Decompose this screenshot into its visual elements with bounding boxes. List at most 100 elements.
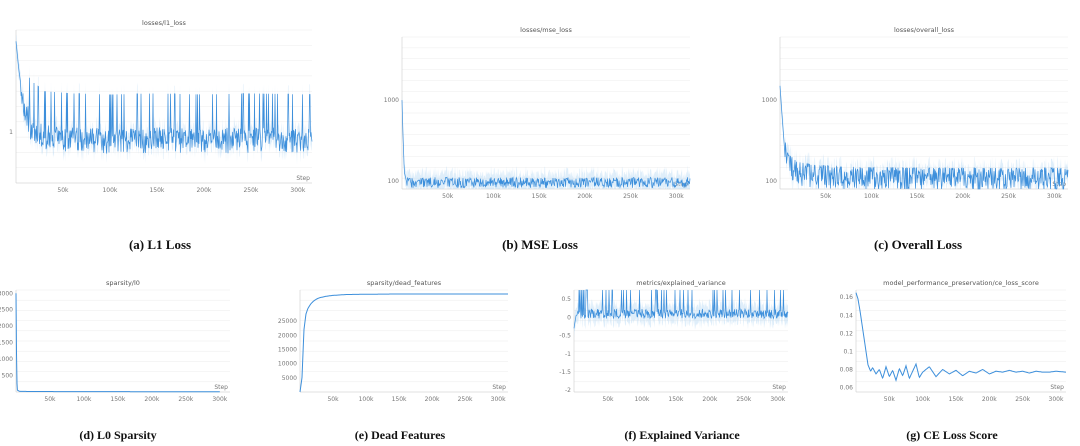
series-band (16, 35, 312, 165)
caption-b: (b) MSE Loss (502, 237, 578, 252)
x-tick-label: 150k (910, 193, 925, 200)
caption-e: (e) Dead Features (354, 428, 446, 442)
panel-ce-loss-score: model_performance_preservation/ce_loss_s… (834, 279, 1072, 410)
x-axis-label: Step (296, 175, 310, 182)
x-tick-label: 300k (1047, 193, 1062, 200)
caption-f: (f) Explained Variance (624, 428, 740, 442)
chart-ce-loss-score: model_performance_preservation/ce_loss_s… (840, 279, 1066, 403)
x-tick-label: 50k (820, 193, 832, 200)
caption-d: (d) L0 Sparsity (79, 428, 157, 442)
x-tick-label: 250k (736, 396, 751, 403)
x-tick-label: 50k (327, 396, 339, 403)
x-tick-label: 250k (178, 396, 193, 403)
x-tick-label: 150k (949, 396, 964, 403)
y-tick-label: 1000 (0, 356, 13, 363)
series-band (780, 79, 1068, 189)
y-tick-label: 1500 (0, 340, 13, 347)
x-tick-label: 150k (149, 187, 164, 194)
x-tick-label: 200k (955, 193, 970, 200)
chart-title: losses/l1_loss (142, 19, 186, 27)
x-tick-label: 300k (212, 396, 227, 403)
y-tick-label: 0.12 (840, 330, 854, 337)
y-tick-label: 1000 (384, 97, 399, 104)
chart-overall-loss: losses/overall_loss 100 1000 50k 100k 150k 200… (762, 26, 1069, 200)
chart-title: losses/mse_loss (520, 26, 572, 34)
x-tick-label: 300k (491, 396, 506, 403)
chart-title: metrics/explained_variance (636, 279, 725, 287)
series-line (15, 293, 220, 393)
x-tick-label: 200k (577, 193, 592, 200)
x-tick-label: 250k (1001, 193, 1016, 200)
x-tick-label: 200k (702, 396, 717, 403)
y-tick-label: 5000 (282, 375, 297, 382)
panel-l1-loss: losses/l1_loss 1 50k 100k 150k 200k 250k 300k St… (8, 14, 316, 199)
y-tick-label: 100 (388, 178, 400, 185)
panel-l0-sparsity: sparsity/l0 500 1000 1500 2000 2500 3000 50k 100… (0, 279, 238, 410)
y-tick-label: 1000 (762, 97, 777, 104)
y-tick-label: -1 (565, 351, 571, 358)
y-tick-label: 0.16 (840, 294, 854, 301)
x-tick-label: 100k (359, 396, 374, 403)
x-tick-label: 150k (110, 396, 125, 403)
y-tick-label: 0.06 (840, 384, 854, 391)
panel-overall-loss: losses/overall_loss 100 1000 50k 100k 150k 200… (752, 25, 1072, 207)
x-tick-label: 200k (196, 187, 211, 194)
y-tick-label: 0.08 (840, 366, 854, 373)
x-tick-label: 200k (144, 396, 159, 403)
chart-l0-sparsity: sparsity/l0 500 1000 1500 2000 2500 3000 50k 100… (0, 279, 230, 403)
chart-title: model_performance_preservation/ce_loss_s… (883, 279, 1039, 287)
caption-g: (g) CE Loss Score (906, 428, 998, 442)
y-tick-label: 25000 (278, 318, 297, 325)
x-tick-label: 50k (602, 396, 614, 403)
x-tick-label: 150k (392, 396, 407, 403)
x-tick-label: 300k (770, 396, 785, 403)
x-tick-label: 200k (425, 396, 440, 403)
y-tick-label: 500 (2, 373, 14, 380)
series-line (779, 85, 1069, 190)
x-tick-label: 250k (243, 187, 258, 194)
y-tick-label: 1 (9, 129, 13, 136)
x-axis-label: Step (674, 181, 688, 188)
x-tick-label: 250k (458, 396, 473, 403)
y-tick-label: 0 (567, 314, 571, 321)
x-tick-label: 100k (864, 193, 879, 200)
y-tick-label: 3000 (0, 290, 13, 297)
x-tick-label: 300k (669, 193, 684, 200)
chart-dead-features: sparsity/dead_features 5000 10000 15000 2000… (278, 279, 508, 403)
x-tick-label: 250k (623, 193, 638, 200)
series-line (15, 41, 313, 154)
y-tick-label: -0.5 (559, 333, 571, 340)
x-axis-label: Step (772, 384, 786, 391)
x-tick-label: 100k (76, 396, 91, 403)
y-tick-label: 0.1 (843, 348, 853, 355)
x-tick-label: 100k (102, 187, 117, 194)
x-tick-label: 250k (1015, 396, 1030, 403)
series-line (299, 293, 508, 393)
x-tick-label: 300k (1049, 396, 1064, 403)
x-tick-label: 50k (442, 193, 454, 200)
x-axis-label: Step (492, 384, 506, 391)
x-tick-label: 300k (290, 187, 305, 194)
panel-dead-features: sparsity/dead_features 5000 10000 15000 2000… (278, 279, 516, 410)
x-tick-label: 200k (982, 396, 997, 403)
x-tick-label: 50k (57, 187, 69, 194)
x-axis-label: Step (1050, 384, 1064, 391)
y-tick-label: -2 (565, 387, 571, 394)
caption-c: (c) Overall Loss (873, 237, 963, 252)
caption-a: (a) L1 Loss (128, 237, 192, 252)
chart-explained-variance: metrics/explained_variance 0.5 0 -0.5 -1 -1.5… (559, 279, 789, 403)
x-tick-label: 150k (668, 396, 683, 403)
series-line (401, 100, 691, 189)
x-tick-label: 50k (884, 396, 896, 403)
chart-mse-loss: losses/mse_loss 100 1000 50k 100k 150k 200k 250… (384, 26, 691, 200)
chart-title: sparsity/l0 (106, 279, 140, 287)
x-tick-label: 100k (915, 396, 930, 403)
x-tick-label: 50k (44, 396, 56, 403)
panel-explained-variance: metrics/explained_variance 0.5 0 -0.5 -1 -1.5… (554, 279, 794, 410)
y-tick-label: 0.5 (561, 296, 571, 303)
x-tick-label: 100k (486, 193, 501, 200)
y-tick-label: 20000 (278, 332, 297, 339)
series-band (402, 93, 690, 189)
y-tick-label: 0.14 (840, 312, 854, 319)
